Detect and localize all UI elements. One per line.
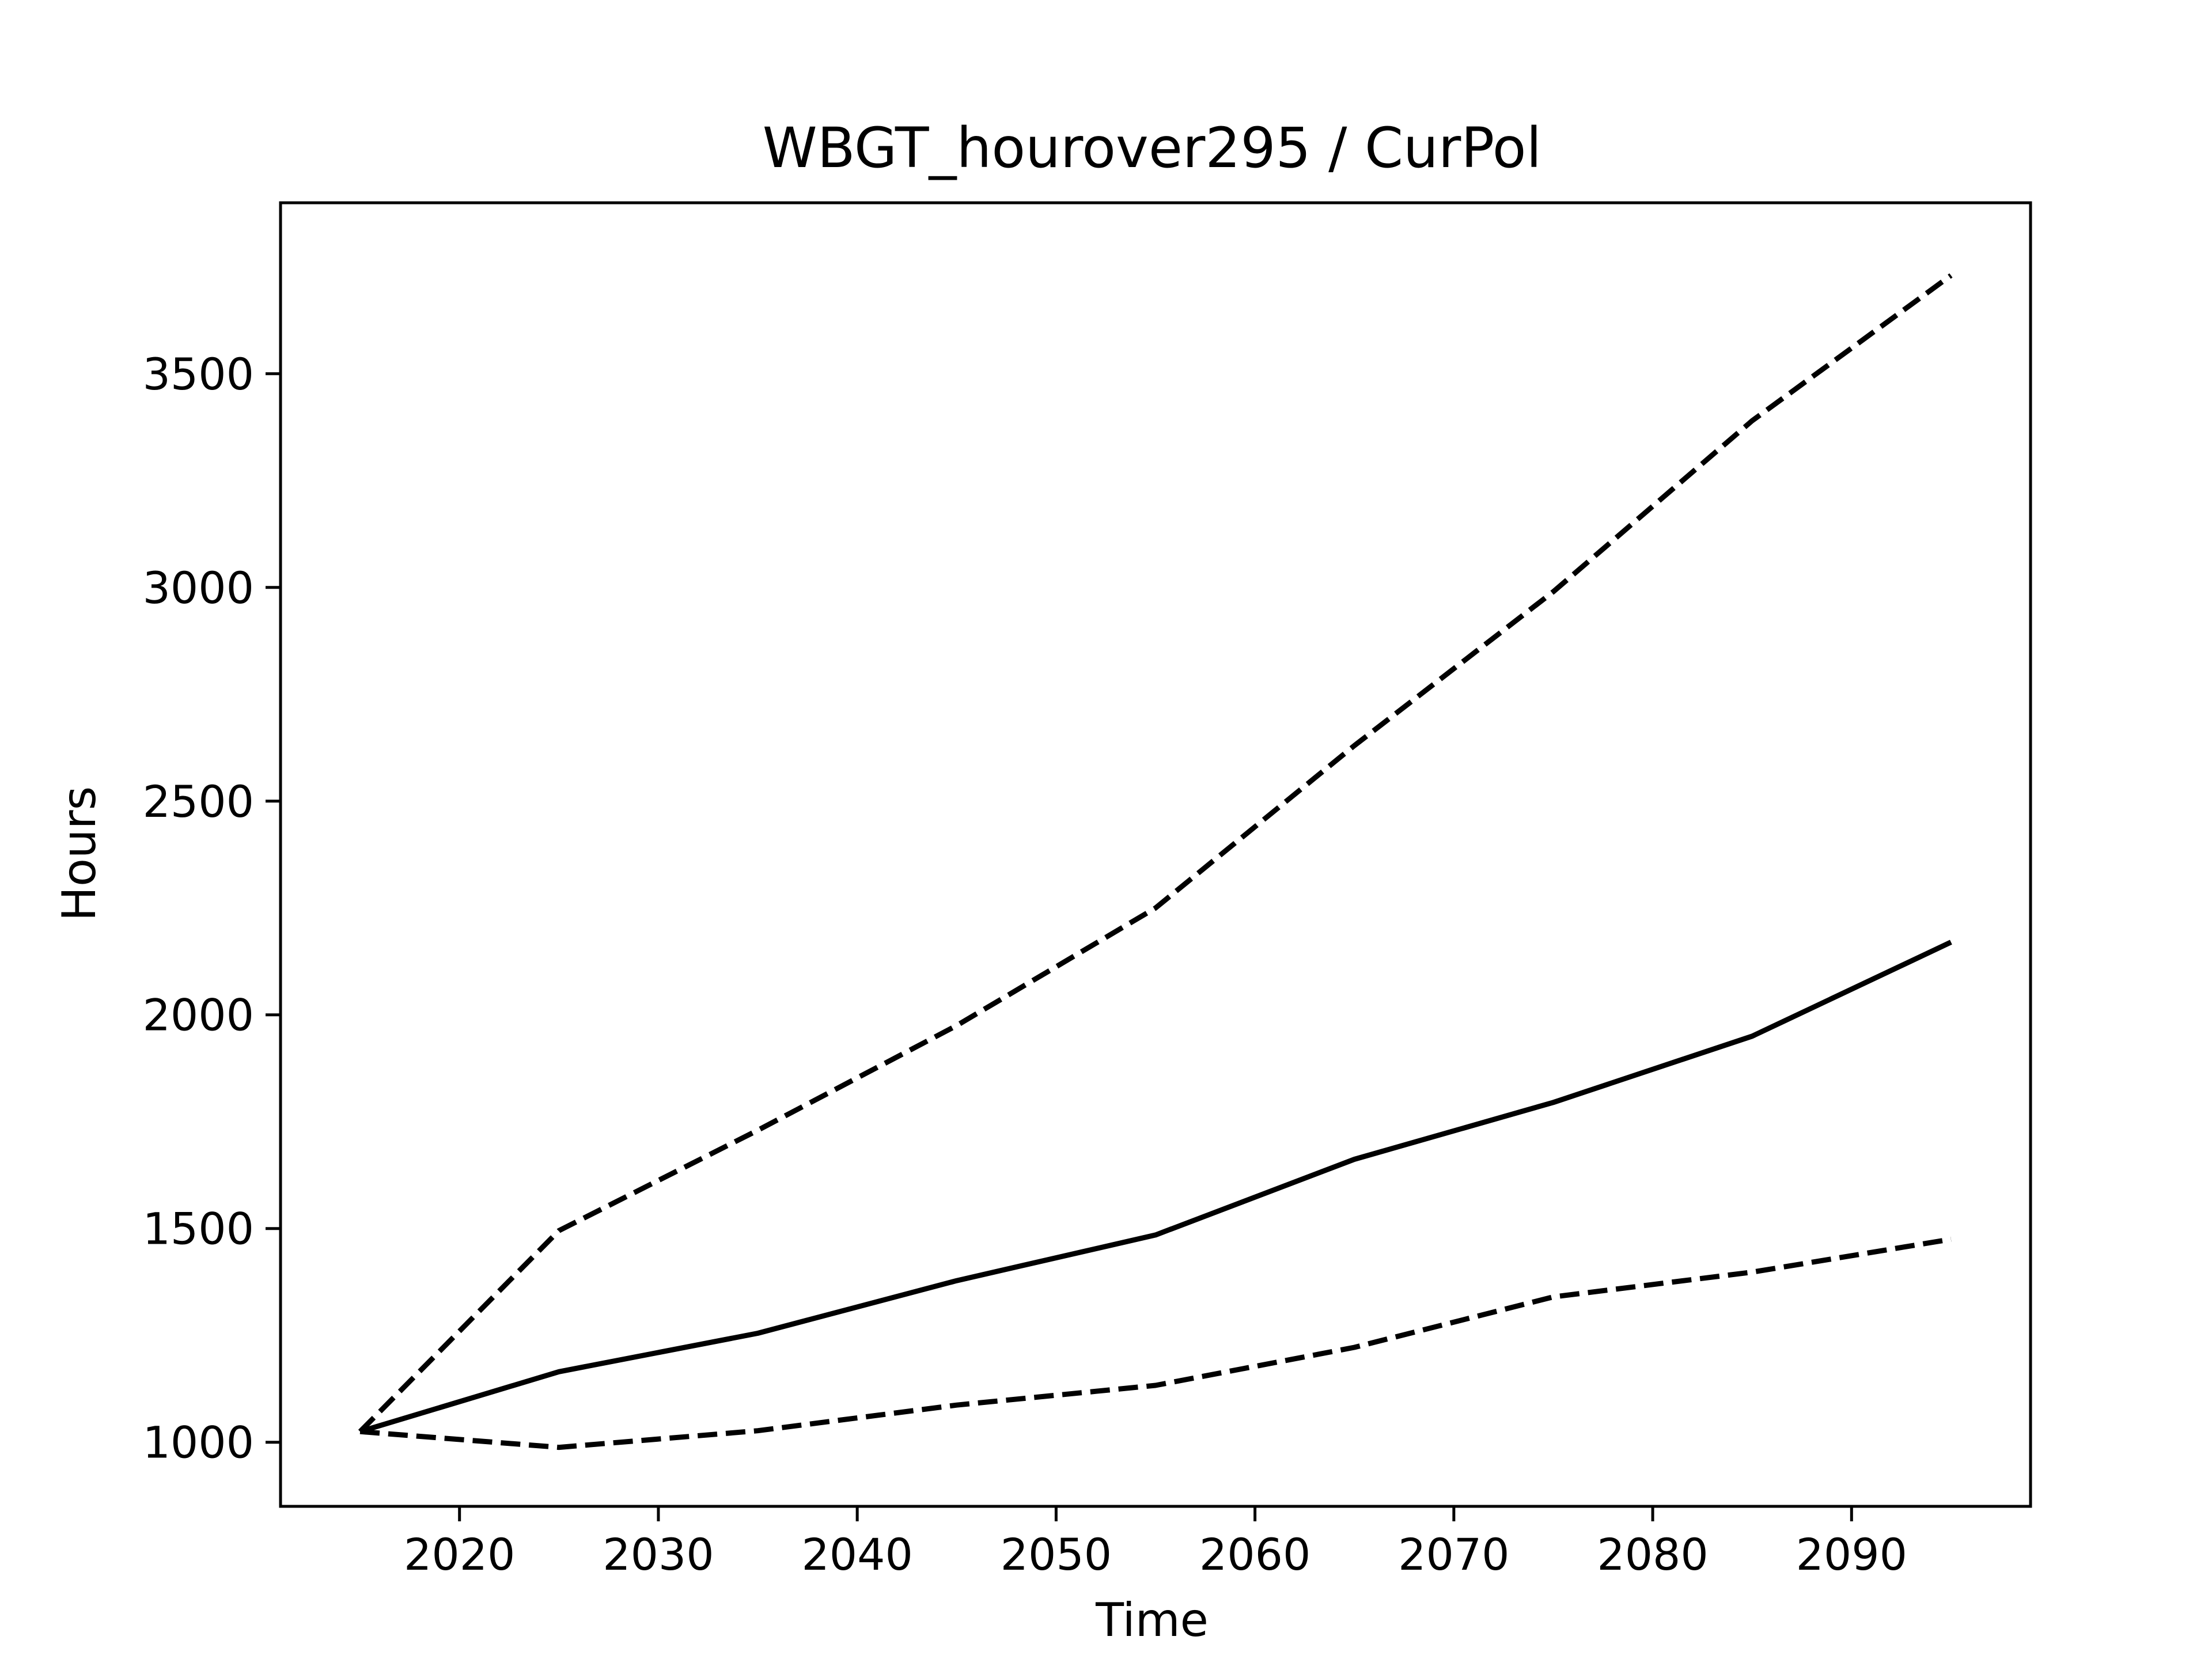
chart-title: WBGT_hourover295 / CurPol: [763, 116, 1541, 180]
y-tick-label: 1000: [143, 1417, 254, 1468]
y-tick-label: 3500: [143, 349, 254, 400]
x-tick-label: 2060: [1199, 1529, 1310, 1580]
median-line: [359, 940, 1952, 1434]
upper-bound-line: [358, 273, 1953, 1434]
y-tick-label: 3000: [143, 562, 254, 613]
x-tick-label: 2080: [1597, 1529, 1708, 1580]
x-tick-label: 2090: [1796, 1529, 1907, 1580]
y-tick-label: 2500: [143, 776, 254, 827]
x-tick-label: 2050: [1001, 1529, 1112, 1580]
y-axis: 1000 1500 2000 2500 3000 3500: [143, 349, 281, 1468]
plot-area: [358, 273, 1953, 1450]
y-tick-label: 2000: [143, 990, 254, 1041]
x-tick-label: 2070: [1398, 1529, 1509, 1580]
x-axis-label: Time: [1095, 1593, 1209, 1647]
x-tick-label: 2020: [404, 1529, 515, 1580]
plot-frame: [279, 201, 2032, 1508]
x-axis: 2020 2030 2040 2050 2060 2070 2080 2090: [404, 1506, 1907, 1580]
x-tick-label: 2040: [801, 1529, 912, 1580]
x-tick-label: 2030: [603, 1529, 714, 1580]
y-axis-label: Hours: [52, 786, 106, 921]
y-tick-label: 1500: [143, 1203, 254, 1255]
lower-bound-line: [359, 1236, 1952, 1450]
